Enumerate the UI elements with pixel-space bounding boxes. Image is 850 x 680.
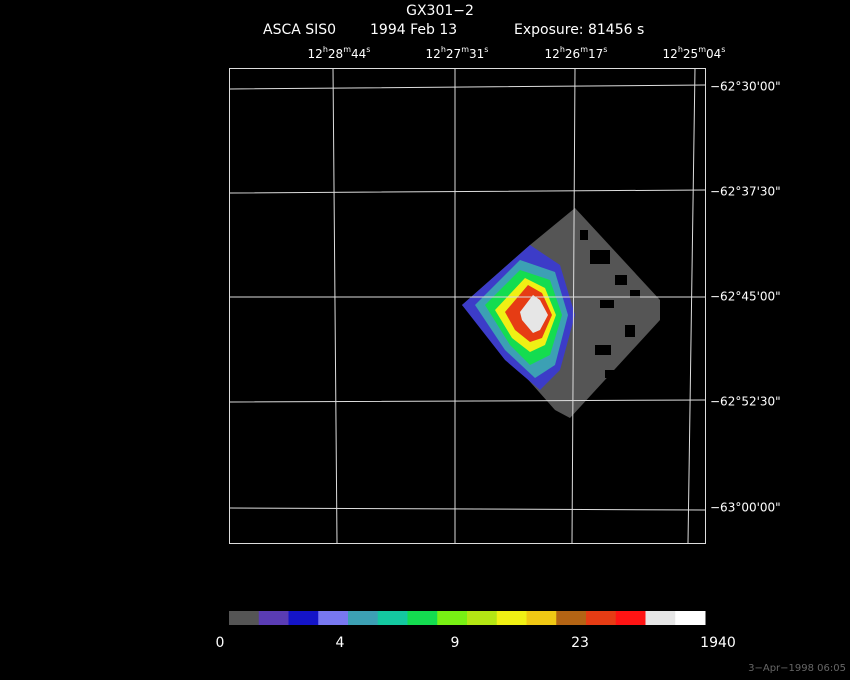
ra-label-part: h <box>441 45 446 54</box>
colorbar-cell <box>526 611 557 625</box>
timestamp: 3−Apr−1998 06:05 <box>748 663 846 674</box>
ra-grid <box>332 67 696 544</box>
colorbar-cell <box>615 611 646 625</box>
colorbar-label: 9 <box>451 635 460 651</box>
colorbar-cell <box>407 611 438 625</box>
ra-label-part: m <box>698 45 706 54</box>
ra-label-part: 28 <box>328 47 343 61</box>
ra-label-part: h <box>560 45 565 54</box>
colorbar: 0 4 9 23 1940 <box>216 611 736 651</box>
ra-label-part: m <box>461 45 469 54</box>
ra-label-part: 31 <box>469 47 484 61</box>
ra-labels: 12h28m44s 12h27m31s 12h26m17s 12h25m04s <box>308 45 726 61</box>
colorbar-cell <box>556 611 587 625</box>
colorbar-cell <box>675 611 706 625</box>
ra-label-part: 12 <box>308 47 323 61</box>
ra-label-part: 12 <box>426 47 441 61</box>
coordinate-grid <box>228 67 706 544</box>
dec-label: −62°30'00" <box>710 80 781 94</box>
colorbar-label: 23 <box>571 635 589 651</box>
ra-label: 12h27m31s <box>426 45 489 61</box>
ra-label-part: 17 <box>588 47 603 61</box>
ra-label-part: m <box>580 45 588 54</box>
image-speckles <box>580 230 640 378</box>
source-image <box>462 208 660 418</box>
dec-label: −62°37'30" <box>710 185 781 199</box>
title: GX301−2 <box>406 3 474 19</box>
colorbar-cell <box>288 611 319 625</box>
ra-label-part: s <box>484 45 488 54</box>
colorbar-cell <box>318 611 349 625</box>
dec-label: −62°45'00" <box>710 290 781 304</box>
exposure: Exposure: 81456 s <box>514 22 644 38</box>
ra-label-part: 12 <box>545 47 560 61</box>
dec-grid <box>228 84 706 511</box>
colorbar-cell <box>258 611 289 625</box>
colorbar-cell <box>437 611 468 625</box>
ra-label: 12h28m44s <box>308 45 371 61</box>
ra-label: 12h25m04s <box>663 45 726 61</box>
colorbar-label: 0 <box>216 635 225 651</box>
dec-labels: −62°30'00" −62°37'30" −62°45'00" −62°52'30"… <box>710 80 781 515</box>
ra-label-part: 25 <box>683 47 698 61</box>
ra-label-part: 04 <box>706 47 721 61</box>
ra-label-part: 27 <box>446 47 461 61</box>
ra-label: 12h26m17s <box>545 45 608 61</box>
ra-label-part: s <box>721 45 725 54</box>
image-peak <box>520 295 548 333</box>
colorbar-label: 1940 <box>700 635 736 651</box>
ra-label-part: h <box>323 45 328 54</box>
instrument: ASCA SIS0 <box>263 22 336 38</box>
colorbar-cell <box>229 611 260 625</box>
colorbar-cell <box>586 611 617 625</box>
colorbar-cell <box>467 611 498 625</box>
frame <box>229 68 706 544</box>
dec-label: −62°52'30" <box>710 395 781 409</box>
ra-label-part: s <box>603 45 607 54</box>
ra-label-part: 26 <box>565 47 580 61</box>
colorbar-cell <box>377 611 408 625</box>
colorbar-cell <box>348 611 379 625</box>
ra-label-part: 44 <box>351 47 366 61</box>
date: 1994 Feb 13 <box>370 22 457 38</box>
ra-label-part: m <box>343 45 351 54</box>
ra-label-part: s <box>366 45 370 54</box>
ra-label-part: h <box>678 45 683 54</box>
colorbar-cell <box>645 611 676 625</box>
dec-label: −63°00'00" <box>710 501 781 515</box>
ra-label-part: 12 <box>663 47 678 61</box>
colorbar-label: 4 <box>336 635 345 651</box>
colorbar-cell <box>496 611 527 625</box>
